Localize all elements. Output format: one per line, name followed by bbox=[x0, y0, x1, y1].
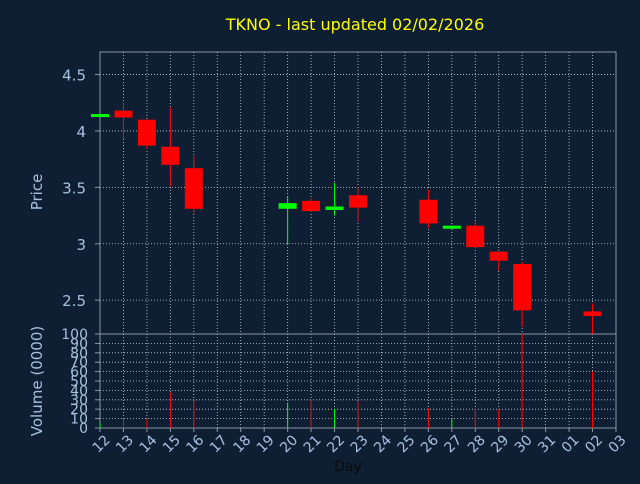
candle-body bbox=[302, 200, 321, 212]
volume-bars bbox=[99, 334, 594, 428]
candle-body bbox=[161, 146, 180, 165]
candle-body bbox=[466, 225, 485, 248]
volume-axis-label: Volume (0000) bbox=[28, 326, 46, 436]
price-tick-label: 4.5 bbox=[62, 67, 86, 85]
candle-body bbox=[278, 203, 297, 209]
candle-body bbox=[184, 168, 203, 209]
candle-body bbox=[419, 199, 438, 224]
volume-tick-label: 10 bbox=[70, 412, 88, 428]
candle-body bbox=[91, 114, 109, 118]
candle-body bbox=[137, 119, 156, 146]
price-tick-label: 3.5 bbox=[62, 179, 86, 197]
candle-body bbox=[489, 251, 508, 261]
volume-tick-label: 30 bbox=[70, 393, 88, 409]
candle-body bbox=[349, 195, 367, 208]
candle-body bbox=[583, 311, 602, 316]
volume-tick-label: 100 bbox=[61, 327, 88, 343]
volume-tick-label: 0 bbox=[79, 421, 88, 437]
price-tick-label: 3 bbox=[76, 236, 86, 254]
price-grid bbox=[100, 52, 616, 334]
candle-body bbox=[325, 206, 344, 210]
volume-tick-label: 70 bbox=[70, 355, 88, 371]
price-tick-label: 2.5 bbox=[62, 292, 86, 310]
candle-body bbox=[513, 264, 532, 311]
volume-tick-label: 50 bbox=[70, 374, 88, 390]
volume-tick-label: 80 bbox=[70, 346, 88, 362]
candle-body bbox=[114, 110, 133, 118]
candles bbox=[91, 102, 602, 334]
price-axis-label: Price bbox=[28, 174, 46, 211]
volume-tick-label: 40 bbox=[70, 383, 88, 399]
price-tick-label: 4 bbox=[76, 123, 86, 141]
price-y-axis: 2.5 3 3.5 4 4.5 bbox=[62, 67, 100, 310]
volume-tick-label: 60 bbox=[70, 365, 88, 381]
volume-tick-label: 90 bbox=[70, 336, 88, 352]
chart-title: TKNO - last updated 02/02/2026 bbox=[225, 15, 485, 34]
candle-body bbox=[442, 225, 461, 229]
x-axis-label: Day bbox=[334, 459, 362, 475]
volume-tick-label: 20 bbox=[70, 402, 88, 418]
